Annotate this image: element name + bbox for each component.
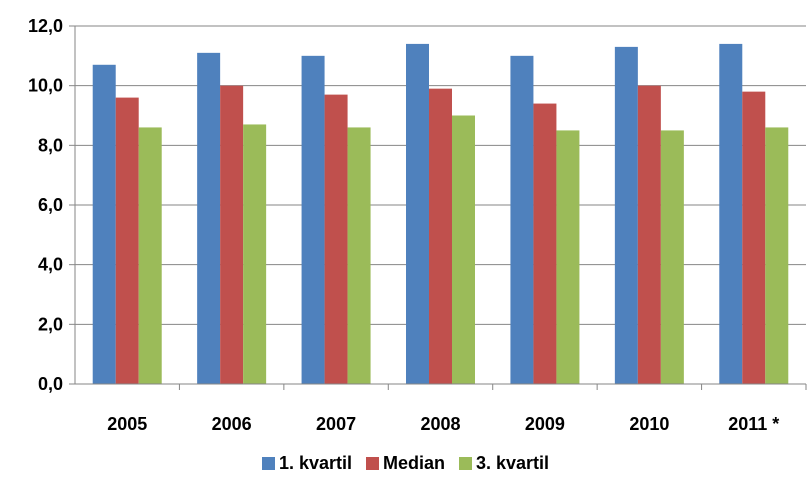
y-tick-label: 2,0 [38, 314, 63, 334]
bar-median [324, 94, 348, 384]
bar-median [533, 103, 557, 385]
y-tick-label: 10,0 [28, 76, 63, 96]
bar-3-kvartil [765, 127, 789, 384]
legend-item: 1. kvartil [261, 453, 352, 474]
legend-label: 3. kvartil [476, 453, 550, 473]
y-tick-label: 6,0 [38, 195, 63, 215]
x-tick-label: 2008 [420, 414, 460, 434]
x-tick-label: 2007 [316, 414, 356, 434]
bar-median [742, 91, 766, 384]
bar-3-kvartil [138, 127, 162, 384]
bar-median [429, 88, 452, 385]
y-tick-label: 0,0 [38, 374, 63, 394]
x-tick-label: 2011 * [728, 414, 779, 434]
legend-item: 3. kvartil [459, 453, 549, 474]
bar-1-kvartil [510, 55, 534, 384]
bar-3-kvartil [452, 115, 475, 384]
legend: 1. kvartil Median 3. kvartil [0, 453, 811, 474]
bar-median [637, 85, 661, 385]
bar-1-kvartil [406, 43, 429, 385]
bar-1-kvartil [301, 55, 325, 384]
bar-3-kvartil [660, 130, 684, 384]
y-tick-label: 12,0 [28, 16, 63, 36]
bar-median [115, 97, 139, 384]
bar-1-kvartil [92, 64, 116, 385]
bar-1-kvartil [614, 46, 638, 385]
bar-3-kvartil [556, 130, 580, 384]
legend-item: Median [365, 453, 445, 474]
legend-label: Median [382, 453, 445, 473]
x-tick-label: 2009 [525, 414, 565, 434]
axes [69, 25, 807, 390]
x-tick-label: 2005 [107, 414, 147, 434]
bar-median [220, 85, 244, 385]
bar-1-kvartil [719, 43, 743, 385]
bars [92, 43, 789, 385]
x-tick-label: 2010 [629, 414, 669, 434]
x-tick-label: 2006 [212, 414, 252, 434]
legend-swatch [459, 457, 472, 470]
legend-swatch [261, 457, 275, 470]
bar-3-kvartil [347, 127, 371, 384]
bar-3-kvartil [243, 124, 267, 384]
tick-labels: 0,0 2,0 4,0 6,0 8,0 10,0 12,0 2005 2006 2007 2008 2… [28, 16, 779, 434]
bar-1-kvartil [197, 52, 221, 384]
y-tick-label: 4,0 [38, 255, 63, 275]
legend-swatch [365, 457, 379, 470]
y-tick-label: 8,0 [38, 135, 63, 155]
legend-label: 1. kvartil [278, 453, 352, 473]
